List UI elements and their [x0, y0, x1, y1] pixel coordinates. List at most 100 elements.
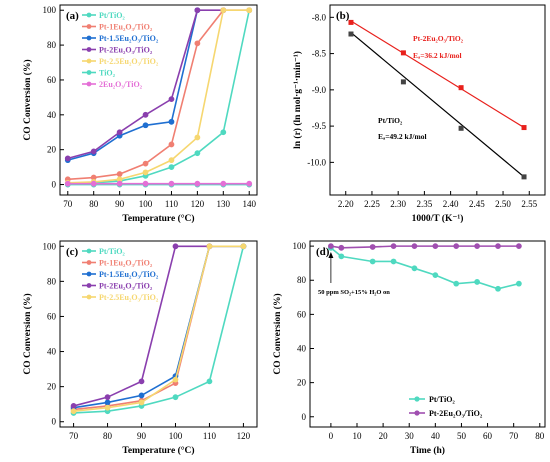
y-tick-label: -8.0	[312, 12, 327, 22]
data-point	[142, 122, 149, 129]
data-point	[458, 85, 464, 91]
y-tick-label: 40	[47, 110, 57, 120]
legend-label: Pt/TiO₂	[99, 247, 125, 256]
legend-marker	[86, 58, 92, 64]
data-point	[64, 155, 71, 162]
y-tick-label: 100	[43, 241, 57, 251]
x-axis-label: Time (h)	[410, 445, 445, 456]
data-point	[453, 243, 460, 250]
data-point	[172, 243, 179, 250]
data-point	[390, 258, 397, 265]
annotation-text: 50 ppm SO₂+15% H₂O on	[318, 289, 390, 296]
x-tick-label: 70	[63, 199, 73, 209]
data-point	[495, 243, 501, 250]
y-tick-label: -8.5	[312, 49, 327, 59]
series-line	[67, 10, 199, 161]
data-point	[142, 180, 149, 187]
data-point	[194, 150, 201, 157]
legend-label: Pt/TiO₂	[429, 395, 455, 404]
legend-label: TiO₂	[99, 69, 116, 78]
legend-marker	[86, 70, 92, 75]
plot-frame	[329, 4, 546, 196]
x-tick-label: 100	[139, 199, 153, 209]
x-tick-label: 140	[242, 199, 256, 209]
data-point	[168, 118, 175, 125]
data-point	[220, 180, 227, 187]
y-axis-label: CO Conversion (%)	[22, 293, 33, 374]
data-point	[411, 265, 418, 272]
legend-marker	[86, 271, 92, 277]
annotation-black-ea: Eₐ=49.2 kJ/mol	[378, 132, 427, 141]
data-point	[432, 272, 439, 279]
x-tick-label: 60	[483, 431, 493, 441]
x-tick-label: 20	[379, 431, 389, 441]
series-line	[67, 9, 250, 184]
data-point	[138, 399, 145, 406]
x-tick-label: 130	[217, 199, 231, 209]
data-point	[369, 258, 376, 265]
x-tick-label: 2.55	[521, 199, 537, 209]
data-point	[168, 164, 175, 171]
x-tick-label: 120	[237, 431, 251, 441]
data-point	[458, 125, 464, 131]
series-line	[67, 10, 251, 185]
series-line	[330, 247, 520, 290]
y-tick-label: -9.0	[312, 85, 327, 95]
panel-c: 70 80 90 100 110 120 0 20 40 60 80 100 Temperature (…	[22, 240, 258, 456]
legend-marker	[86, 294, 92, 300]
data-point	[70, 403, 77, 409]
data-point	[116, 171, 123, 177]
data-point	[521, 174, 527, 180]
series-line	[73, 246, 245, 414]
x-tick-label: 120	[191, 199, 205, 209]
data-point	[64, 180, 71, 187]
data-point	[104, 394, 111, 401]
x-tick-label: 2.50	[495, 199, 511, 209]
data-point	[348, 19, 354, 25]
y-tick-label: 80	[47, 276, 57, 286]
legend-label: Pt/TiO₂	[99, 11, 125, 20]
data-point	[474, 243, 481, 250]
data-point	[369, 244, 376, 250]
fit-line	[350, 32, 525, 178]
x-tick-label: 110	[165, 199, 179, 209]
legend-label: Pt-1.5Eu₂O₃/TiO₂	[99, 270, 159, 279]
data-point	[142, 160, 149, 167]
legend-marker	[86, 47, 92, 52]
plot-frame	[309, 240, 546, 428]
data-point	[400, 50, 406, 56]
data-point	[220, 129, 227, 136]
legend-marker	[86, 81, 92, 87]
panel-label: (c)	[66, 246, 79, 258]
legend-label: 2Eu₂O₃/TiO₂	[99, 80, 143, 89]
legend-label: Pt-2Eu₂O₃/TiO₂	[99, 282, 153, 291]
y-tick-label: 60	[297, 309, 307, 319]
legend-label: Pt-2Eu₂O₃/TiO₂	[429, 409, 483, 418]
fit-line	[350, 20, 525, 129]
legend-marker	[414, 396, 420, 402]
panel-label: (b)	[336, 10, 350, 22]
y-tick-label: 60	[47, 311, 57, 321]
data-point	[411, 243, 418, 250]
y-tick-label: 100	[293, 241, 307, 251]
x-tick-label: 100	[169, 431, 183, 441]
data-point	[168, 96, 175, 103]
x-tick-label: 2.20	[338, 199, 354, 209]
data-point	[172, 376, 179, 383]
x-tick-label: 30	[405, 431, 415, 441]
x-tick-label: 10	[353, 431, 363, 441]
data-point	[432, 243, 439, 250]
y-tick-label: -10.0	[307, 157, 326, 167]
legend-marker	[86, 248, 92, 254]
x-tick-label: 50	[457, 431, 467, 441]
legend-label: Pt-2.5Eu₂O₃/TiO₂	[99, 293, 159, 302]
legend-marker	[86, 12, 92, 18]
y-tick-label: 80	[297, 275, 307, 285]
annotation-black-name: Pt/TiO₂	[378, 116, 403, 125]
data-point	[142, 111, 149, 118]
legend-marker	[414, 410, 420, 416]
data-point	[220, 7, 227, 14]
y-tick-label: 0	[52, 417, 57, 427]
panel-d: 0 10 20 30 40 50 60 70 80 0 20 40 60 80 100 Time (h) CO …	[272, 240, 546, 456]
